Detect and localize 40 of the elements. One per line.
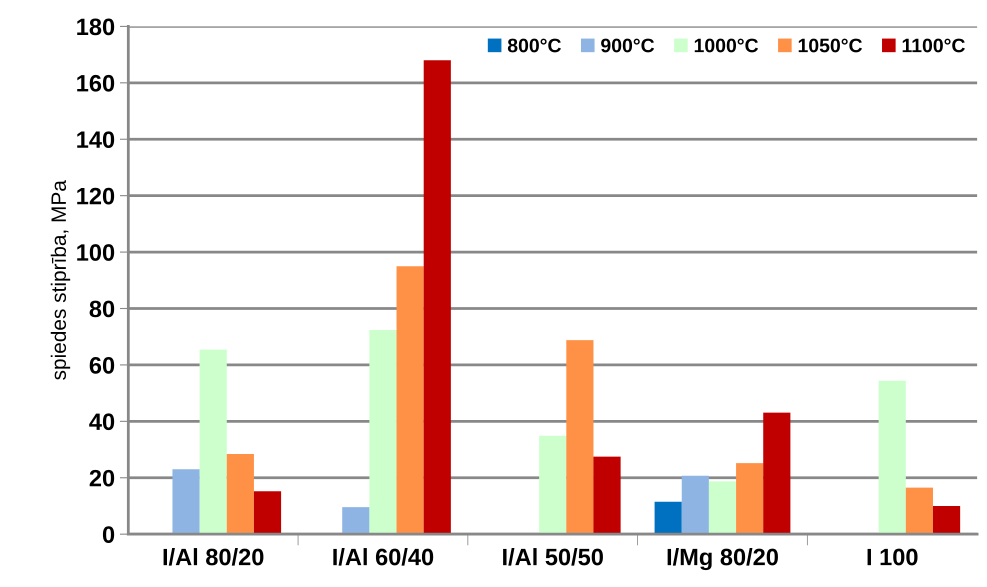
x-tick-label: I/Al 60/40 xyxy=(333,548,434,566)
y-tick-label: 40 xyxy=(89,413,114,430)
bar xyxy=(593,456,621,534)
y-tick-label: 120 xyxy=(77,188,114,204)
bar xyxy=(369,330,397,534)
bar xyxy=(906,488,933,534)
x-tick-label: I/Mg 80/20 xyxy=(668,548,778,570)
bar xyxy=(708,481,736,534)
y-tick-label: 60 xyxy=(90,356,114,374)
legend-label: 1000°C xyxy=(694,38,758,52)
bar xyxy=(763,412,790,534)
legend-label: 900°C xyxy=(601,38,654,52)
y-tick-label: 80 xyxy=(90,300,114,318)
bar xyxy=(736,463,764,534)
legend-label: 1100°C xyxy=(902,38,965,52)
bar xyxy=(342,507,370,534)
bar xyxy=(932,506,960,534)
bar xyxy=(226,454,254,534)
y-tick-label: 0 xyxy=(102,526,114,543)
y-axis-title: spiedes stiprība, MPa xyxy=(50,180,70,380)
x-tick-label: I 100 xyxy=(868,548,918,566)
bar xyxy=(654,502,682,534)
bar xyxy=(200,350,227,534)
legend-label: 1050°C xyxy=(798,38,862,52)
y-tick-label: 20 xyxy=(90,470,114,487)
bar xyxy=(172,469,200,534)
y-tick-label: 160 xyxy=(77,74,114,92)
bar xyxy=(396,266,424,534)
bar xyxy=(878,380,906,534)
y-tick-label: 180 xyxy=(77,18,114,36)
legend-label: 800°C xyxy=(508,38,561,52)
bar xyxy=(539,436,566,534)
bar xyxy=(424,60,451,534)
bar xyxy=(566,340,594,534)
y-tick-label: 140 xyxy=(77,131,114,148)
x-tick-label: I/Al 50/50 xyxy=(503,548,603,566)
bar xyxy=(682,476,709,534)
y-tick-label: 100 xyxy=(77,244,114,261)
x-tick-label: I/Al 80/20 xyxy=(164,548,264,566)
bar xyxy=(254,491,282,534)
